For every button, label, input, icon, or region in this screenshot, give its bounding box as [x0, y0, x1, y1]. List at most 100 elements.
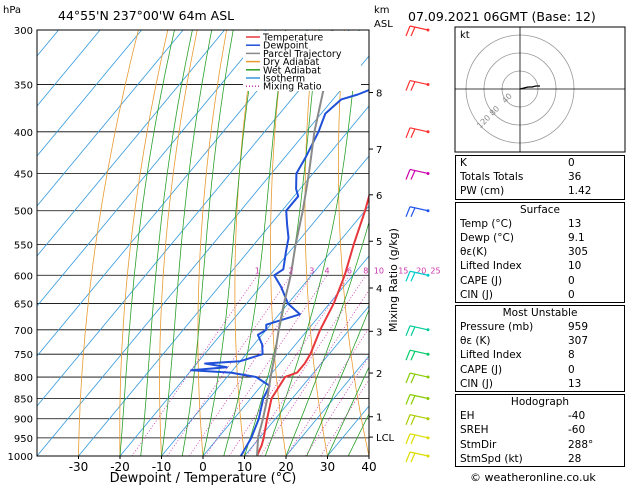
index-row: PW (cm) 1.42 [456, 184, 624, 198]
x-tick-label: 10 [237, 460, 252, 474]
most-unstable-title: Most Unstable [502, 306, 578, 319]
most-unstable-label: θε (K) [460, 335, 491, 348]
dry-adiabat-line [119, 30, 169, 456]
x-tick-label: -30 [69, 460, 89, 474]
wind-barb-feather [405, 80, 411, 91]
hodograph-label: SREH [460, 424, 489, 437]
hodograph-value: 288° [568, 438, 594, 451]
wind-barb-feather [410, 128, 416, 139]
index-value: 36 [568, 171, 582, 184]
chart-series [190, 30, 369, 456]
km-tick-label: 7 [376, 145, 382, 156]
hodograph-value: 28 [568, 452, 582, 465]
surface-value: 305 [568, 246, 589, 259]
wind-barb-feather [410, 81, 416, 91]
hodograph-label: StmDir [460, 438, 497, 451]
km-tick-label: 2 [376, 369, 382, 380]
isotherm-line [202, 255, 369, 456]
wind-barb-feather [405, 25, 411, 37]
index-value: 1.42 [568, 185, 592, 198]
most-unstable-row: Lifted Index 8 [456, 348, 624, 362]
surface-row: CIN (J) 0 [456, 288, 624, 302]
wind-barb-dot [426, 273, 430, 277]
most-unstable-label: CAPE (J) [460, 363, 503, 376]
mixing-ratio-label: 6 [347, 266, 352, 275]
most-unstable-value: 959 [568, 321, 589, 334]
mixing-ratio-label: 1 [255, 266, 260, 275]
wind-barb-feather [405, 325, 411, 337]
dry-adiabat-line [197, 30, 227, 456]
km-tick-label: 1 [376, 413, 382, 424]
km-tick-label: LCL [376, 433, 395, 444]
wind-barb-shaft [409, 79, 429, 86]
index-label: PW (cm) [460, 185, 505, 198]
isotherm-line [37, 30, 350, 407]
dry-adiabat-line [270, 30, 287, 456]
wet-adiabat-line [202, 30, 258, 456]
mixing-ratio-line [286, 327, 369, 456]
mixing-ratio-label: 20 [416, 266, 426, 275]
legend-label: Isotherm [263, 74, 305, 85]
wet-adiabat-line [140, 30, 193, 456]
pressure-tick-label: 450 [14, 169, 33, 180]
wind-barb-feather [410, 395, 416, 405]
pressure-tick-label: 350 [14, 81, 33, 92]
pressure-tick-label: 550 [14, 240, 33, 251]
mixing-ratio-label: 10 [374, 266, 384, 275]
pressure-tick-label: 500 [14, 207, 33, 218]
surface-row: CAPE (J) 0 [456, 274, 624, 288]
dewpoint-line [190, 88, 369, 456]
most-unstable-row: CAPE (J) 0 [456, 363, 624, 377]
hodograph-value: -60 [568, 424, 586, 437]
mixing-ratio-label: 8 [363, 266, 368, 275]
wind-barb-dot [426, 328, 430, 332]
mixing-ratio-line [260, 289, 369, 456]
isotherm-line [37, 55, 369, 456]
wind-barb-dot [426, 352, 430, 356]
legend-label: Wet Adiabat [263, 65, 321, 76]
hodograph-row: SREH -60 [456, 423, 624, 437]
most-unstable-box: Most Unstable Pressure (mb) 959 θε (K) 307 L… [455, 304, 625, 392]
isotherm-line [37, 30, 184, 207]
wind-barb-shaft [409, 206, 429, 212]
mixing-ratio-axis-label: Mixing Ratio (g/kg) [387, 228, 400, 332]
surface-label: Temp (°C) [460, 217, 513, 230]
isotherm-line [37, 30, 308, 357]
asl-label: ASL [374, 19, 393, 30]
wind-barb-dot [426, 375, 430, 379]
wind-barb-dot [426, 436, 430, 440]
hodograph-row: EH -40 [456, 409, 624, 423]
isotherm-line [37, 30, 225, 257]
surface-value: 13 [568, 217, 582, 230]
wind-barb-feather [405, 206, 411, 217]
wind-barb-dot [426, 130, 430, 134]
wet-adiabat-line [181, 30, 234, 456]
surface-label: CAPE (J) [460, 274, 503, 287]
isotherm-line [37, 30, 142, 157]
surface-row: Dewp (°C) 9.1 [456, 231, 624, 245]
wind-barb-feather [405, 451, 411, 463]
dry-adiabat-line [402, 30, 452, 456]
wind-barb-shaft [409, 168, 429, 175]
chart-axes: 3003504004505005506006507007508008509009… [8, 26, 441, 474]
surface-value: 0 [568, 274, 575, 287]
most-unstable-value: 8 [568, 349, 575, 362]
pressure-tick-label: 1000 [8, 452, 33, 463]
wind-barb-feather [405, 349, 411, 361]
hpa-label: hPa [3, 5, 21, 16]
wind-barb-shaft [409, 372, 429, 378]
wind-barb-shaft [409, 414, 429, 420]
x-tick-label: -20 [110, 460, 130, 474]
wind-barb-feather [405, 169, 411, 180]
wind-barb-dot [426, 209, 430, 213]
datetime-label: 07.09.2021 06GMT (Base: 12) [408, 9, 596, 24]
hodograph-row: StmDir 288° [456, 438, 624, 452]
wet-adiabat-line [306, 308, 369, 456]
x-tick-label: 20 [278, 460, 293, 474]
wind-barb-feather [410, 207, 416, 217]
wind-barb-feather [405, 127, 411, 139]
wind-barb-shaft [409, 325, 429, 331]
mixing-ratio-line [246, 275, 367, 456]
mixing-ratio-label: 15 [398, 266, 408, 275]
index-row: Totals Totals 36 [456, 170, 624, 184]
